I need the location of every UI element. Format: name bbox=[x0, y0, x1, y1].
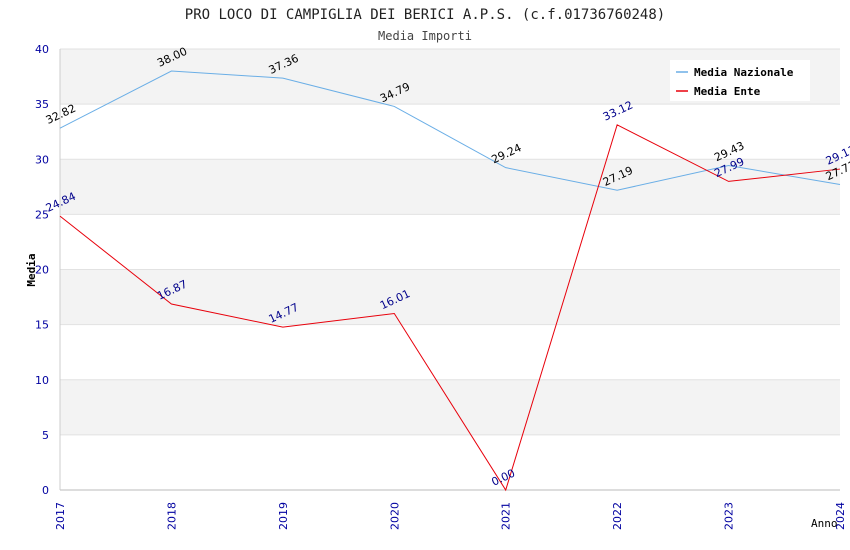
legend-label-media-nazionale: Media Nazionale bbox=[694, 66, 794, 79]
y-tick-label: 10 bbox=[35, 374, 49, 387]
legend-box bbox=[670, 60, 810, 101]
grid-band bbox=[60, 159, 840, 215]
series-lines bbox=[59, 70, 841, 492]
y-tick-label: 30 bbox=[35, 153, 49, 166]
x-tick-label: 2017 bbox=[54, 502, 67, 530]
grid-band bbox=[60, 214, 840, 270]
chart-subtitle: Media Importi bbox=[378, 29, 472, 43]
series-line bbox=[59, 124, 841, 492]
x-tick-label: 2018 bbox=[165, 502, 178, 530]
x-tick-label: 2020 bbox=[388, 502, 401, 530]
series-line bbox=[59, 70, 841, 191]
x-tick-label: 2023 bbox=[723, 502, 736, 530]
legend-label-media-ente: Media Ente bbox=[694, 85, 761, 98]
grid-band bbox=[60, 324, 840, 380]
y-tick-label: 25 bbox=[35, 208, 49, 221]
y-tick-label: 35 bbox=[35, 98, 49, 111]
y-tick-label: 0 bbox=[42, 484, 49, 497]
y-tick-label: 40 bbox=[35, 43, 49, 56]
x-tick-label: 2024 bbox=[834, 502, 847, 530]
chart-title: PRO LOCO DI CAMPIGLIA DEI BERICI A.P.S. … bbox=[185, 7, 665, 23]
y-tick-label: 20 bbox=[35, 264, 49, 277]
x-axis-label: Anno bbox=[811, 517, 838, 530]
x-tick-label: 2019 bbox=[277, 502, 290, 530]
legend: Media Nazionale Media Ente bbox=[670, 60, 810, 101]
y-axis-label: Media bbox=[25, 253, 38, 286]
grid-band bbox=[60, 104, 840, 160]
grid-band bbox=[60, 269, 840, 325]
x-tick-labels: 2017 2018 2019 2020 2021 2022 2023 2024 bbox=[54, 502, 847, 530]
grid-band bbox=[60, 434, 840, 490]
y-tick-labels: 0 5 10 15 20 25 30 35 40 bbox=[35, 43, 49, 497]
y-tick-label: 15 bbox=[35, 319, 49, 332]
grid-bands bbox=[60, 49, 840, 490]
x-tick-label: 2021 bbox=[500, 502, 513, 530]
x-tick-label: 2022 bbox=[611, 502, 624, 530]
y-tick-label: 5 bbox=[42, 429, 49, 442]
grid-band bbox=[60, 379, 840, 435]
